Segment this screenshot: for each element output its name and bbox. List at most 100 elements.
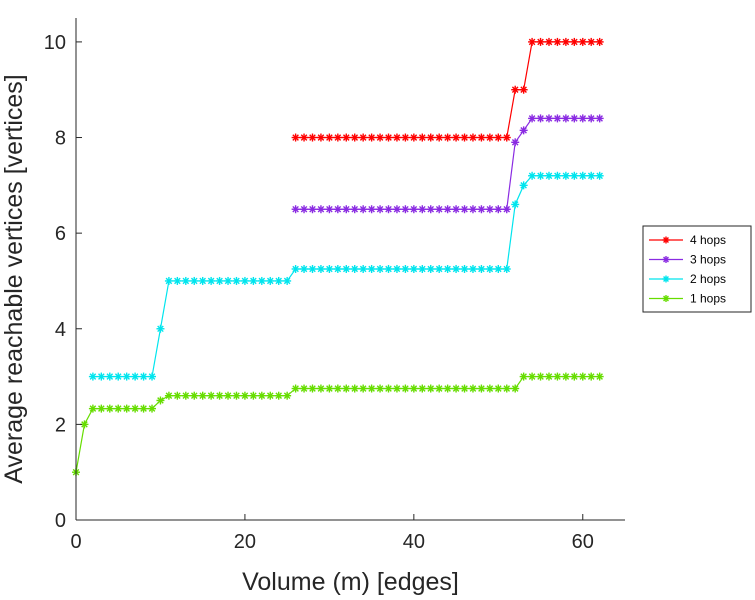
data-point-marker bbox=[443, 133, 452, 142]
data-point-marker bbox=[325, 205, 334, 214]
data-point-marker bbox=[139, 372, 148, 381]
data-point-marker bbox=[342, 265, 351, 273]
legend: 4 hops 3 hops 2 hops 1 hops bbox=[642, 225, 752, 313]
data-point-marker bbox=[511, 85, 520, 94]
data-point-marker bbox=[570, 114, 579, 123]
x-tick-label: 60 bbox=[572, 531, 594, 553]
data-point-marker bbox=[570, 37, 579, 46]
data-point-marker bbox=[528, 372, 537, 381]
data-point-marker bbox=[587, 372, 596, 381]
data-point-marker bbox=[460, 205, 469, 214]
data-point-marker bbox=[485, 384, 494, 393]
data-point-marker bbox=[384, 133, 393, 142]
y-axis-label: Average reachable vertices [vertices] bbox=[0, 74, 28, 483]
data-point-marker bbox=[300, 265, 309, 273]
legend-item: 3 hops bbox=[649, 253, 726, 267]
data-point-marker bbox=[561, 114, 570, 123]
legend-label: 1 hops bbox=[690, 292, 726, 306]
y-tick-label: 0 bbox=[55, 510, 66, 532]
data-point-marker bbox=[443, 205, 452, 214]
data-point-marker bbox=[232, 276, 241, 285]
data-point-marker bbox=[367, 265, 376, 273]
data-point-marker bbox=[418, 133, 427, 142]
legend-item: 2 hops bbox=[649, 272, 726, 286]
data-point-marker bbox=[468, 384, 477, 393]
data-point-marker bbox=[240, 391, 249, 400]
data-point-marker bbox=[164, 276, 173, 285]
data-point-marker bbox=[587, 171, 596, 180]
data-point-marker bbox=[502, 265, 511, 273]
data-point-marker bbox=[308, 133, 317, 142]
x-tick-label: 40 bbox=[403, 531, 425, 553]
data-point-marker bbox=[215, 391, 224, 400]
data-point-marker bbox=[519, 85, 528, 94]
series-2-hops bbox=[88, 171, 604, 381]
data-point-marker bbox=[105, 372, 114, 381]
data-point-marker bbox=[392, 205, 401, 214]
data-point-marker bbox=[367, 205, 376, 214]
data-point-marker bbox=[308, 265, 317, 273]
data-point-marker bbox=[409, 205, 418, 214]
y-tick-label: 6 bbox=[55, 223, 66, 245]
data-point-marker bbox=[561, 372, 570, 381]
y-ticks: 0 2 4 6 8 10 bbox=[44, 32, 82, 532]
data-point-marker bbox=[350, 133, 359, 142]
data-point-marker bbox=[570, 372, 579, 381]
data-point-marker bbox=[249, 391, 258, 400]
data-point-marker bbox=[468, 133, 477, 142]
data-point-marker bbox=[536, 171, 545, 180]
data-point-marker bbox=[477, 133, 486, 142]
data-point-marker bbox=[460, 133, 469, 142]
data-point-marker bbox=[418, 265, 427, 273]
data-point-marker bbox=[359, 133, 368, 142]
data-point-marker bbox=[325, 265, 334, 273]
data-point-marker bbox=[156, 396, 165, 405]
data-point-marker bbox=[401, 265, 410, 273]
data-point-marker bbox=[662, 256, 670, 263]
data-point-marker bbox=[392, 384, 401, 393]
series-line bbox=[295, 117, 600, 210]
data-point-marker bbox=[561, 37, 570, 46]
x-tick-label: 0 bbox=[70, 531, 81, 553]
data-point-marker bbox=[173, 391, 182, 400]
series-1-hops bbox=[72, 372, 604, 477]
data-point-marker bbox=[274, 391, 283, 400]
data-point-marker bbox=[359, 205, 368, 214]
data-point-marker bbox=[426, 265, 435, 273]
y-tick-label: 2 bbox=[55, 414, 66, 436]
data-point-marker bbox=[468, 205, 477, 214]
data-point-marker bbox=[452, 133, 461, 142]
data-point-marker bbox=[460, 384, 469, 393]
data-point-marker bbox=[97, 372, 106, 381]
data-point-marker bbox=[485, 133, 494, 142]
data-point-marker bbox=[249, 276, 258, 285]
data-point-marker bbox=[578, 37, 587, 46]
data-point-marker bbox=[536, 37, 545, 46]
data-point-marker bbox=[342, 133, 351, 142]
data-point-marker bbox=[139, 404, 148, 413]
data-point-marker bbox=[477, 265, 486, 273]
data-point-marker bbox=[350, 205, 359, 214]
data-point-marker bbox=[595, 171, 604, 180]
data-point-marker bbox=[376, 205, 385, 214]
data-point-marker bbox=[325, 384, 334, 393]
data-point-marker bbox=[578, 114, 587, 123]
data-point-marker bbox=[274, 276, 283, 285]
data-point-marker bbox=[553, 37, 562, 46]
x-ticks: 0 20 40 60 bbox=[70, 514, 594, 553]
data-point-marker bbox=[173, 276, 182, 285]
data-point-marker bbox=[528, 114, 537, 123]
data-point-marker bbox=[198, 276, 207, 285]
data-point-marker bbox=[435, 133, 444, 142]
data-point-marker bbox=[435, 205, 444, 214]
data-point-marker bbox=[511, 384, 520, 393]
data-point-marker bbox=[587, 37, 596, 46]
data-point-marker bbox=[122, 404, 131, 413]
data-point-marker bbox=[224, 391, 233, 400]
data-point-marker bbox=[308, 384, 317, 393]
data-point-marker bbox=[426, 384, 435, 393]
x-tick-label: 20 bbox=[234, 531, 256, 553]
data-point-marker bbox=[578, 171, 587, 180]
data-point-marker bbox=[452, 384, 461, 393]
data-point-marker bbox=[502, 205, 511, 214]
